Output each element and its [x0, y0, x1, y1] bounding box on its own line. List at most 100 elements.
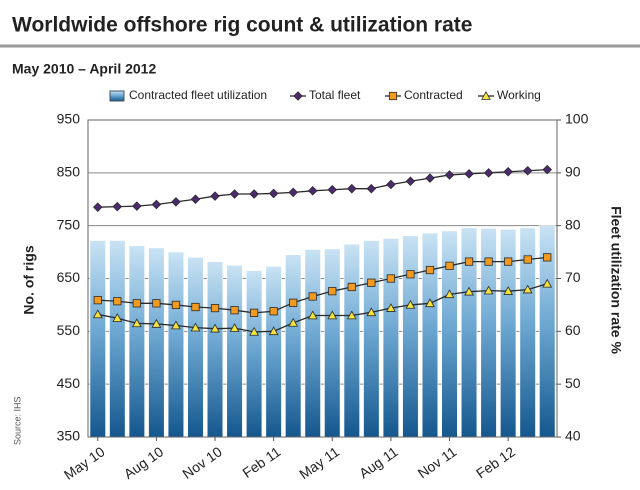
bar: [128, 245, 145, 438]
marker: [522, 165, 533, 176]
marker: [210, 323, 220, 333]
y2-tick-label: 50: [565, 375, 581, 391]
marker: [445, 261, 454, 270]
marker: [327, 184, 338, 195]
source-note: Source: IHS: [12, 396, 22, 445]
marker: [171, 197, 181, 207]
marker: [484, 257, 493, 266]
series-line: [97, 283, 548, 333]
marker: [307, 310, 318, 320]
marker: [367, 278, 376, 287]
marker: [268, 326, 279, 336]
y2-axis-label: Fleet utilization rate %: [608, 206, 624, 354]
marker: [503, 286, 514, 295]
marker: [483, 168, 494, 178]
marker: [464, 286, 474, 296]
marker: [347, 282, 356, 292]
x-tick-label: Feb 11: [239, 443, 283, 481]
marker: [483, 285, 494, 295]
marker: [132, 201, 142, 211]
marker: [366, 183, 377, 194]
bar: [363, 240, 380, 438]
x-tick-label: Nov 11: [415, 443, 460, 481]
marker: [542, 164, 552, 175]
marker: [190, 322, 201, 332]
marker: [386, 303, 396, 312]
bar: [187, 257, 204, 438]
marker: [481, 90, 491, 100]
marker: [113, 297, 122, 306]
series-line: [97, 256, 548, 314]
marker: [288, 187, 298, 198]
legend-label: Contracted: [404, 88, 463, 102]
bar: [245, 270, 263, 438]
marker: [523, 255, 532, 264]
x-tick-label: Aug 10: [121, 443, 167, 482]
marker: [328, 287, 337, 296]
marker: [522, 284, 533, 294]
marker: [190, 194, 201, 205]
y-tick-label: 550: [57, 322, 81, 338]
bar: [324, 248, 341, 438]
marker: [112, 201, 123, 212]
y-tick-label: 950: [57, 111, 81, 127]
marker: [210, 191, 220, 201]
bar: [421, 232, 439, 438]
plot-frame: [87, 119, 558, 438]
bar: [226, 264, 243, 438]
bar: [304, 249, 321, 438]
marker: [386, 274, 395, 283]
marker: [93, 202, 103, 212]
bar: [343, 243, 360, 438]
marker: [132, 299, 141, 308]
bar: [109, 240, 126, 438]
bar: [148, 247, 165, 438]
marker: [250, 308, 259, 317]
marker: [288, 317, 299, 327]
marker: [112, 313, 123, 322]
marker: [307, 186, 318, 196]
marker: [249, 189, 259, 199]
marker: [366, 307, 377, 317]
marker: [131, 318, 142, 328]
legend-label: Contracted fleet utilization: [129, 88, 267, 102]
marker: [293, 91, 303, 101]
marker: [92, 309, 103, 319]
chart-subtitle: May 2010 – April 2012: [12, 61, 156, 77]
marker: [406, 270, 415, 279]
marker: [152, 299, 161, 308]
marker: [327, 310, 338, 320]
y-tick-label: 350: [57, 428, 81, 444]
marker: [229, 323, 240, 332]
y-tick-label: 650: [57, 269, 81, 285]
y2-tick-label: 100: [565, 111, 589, 127]
marker: [229, 189, 240, 199]
marker: [346, 310, 357, 320]
y-axis-label: No. of rigs: [21, 245, 37, 314]
bar: [382, 238, 400, 438]
marker: [543, 253, 552, 262]
bar: [167, 251, 185, 438]
bar: [285, 254, 302, 438]
bar: [89, 240, 106, 438]
legend-label: Working: [497, 88, 541, 102]
marker: [308, 292, 317, 301]
series-line: [97, 169, 548, 208]
bar: [265, 266, 282, 438]
marker: [444, 170, 455, 180]
x-tick-label: Feb 12: [473, 443, 518, 481]
y-tick-label: 850: [57, 164, 81, 180]
marker: [171, 320, 181, 330]
marker: [503, 167, 513, 177]
y2-tick-label: 40: [565, 428, 581, 444]
bar: [402, 235, 419, 438]
marker: [268, 188, 279, 199]
x-tick-label: May 11: [296, 443, 342, 482]
y-tick-label: 450: [57, 375, 81, 391]
marker: [425, 298, 435, 308]
y2-tick-label: 70: [565, 269, 581, 285]
x-tick-label: Aug 11: [356, 443, 401, 481]
marker: [388, 91, 398, 101]
marker: [386, 179, 396, 190]
